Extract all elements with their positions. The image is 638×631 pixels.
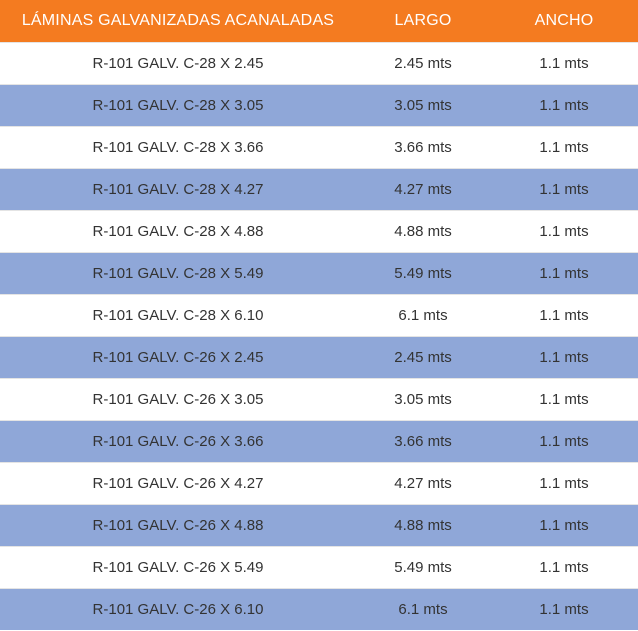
cell-largo: 4.88 mts xyxy=(356,209,490,252)
cell-product-name: R-101 GALV. C-26 X 6.10 xyxy=(0,587,356,630)
cell-product-name: R-101 GALV. C-28 X 4.88 xyxy=(0,209,356,252)
cell-product-name: R-101 GALV. C-26 X 2.45 xyxy=(0,335,356,378)
cell-product-name: R-101 GALV. C-26 X 4.27 xyxy=(0,461,356,504)
cell-largo: 5.49 mts xyxy=(356,251,490,294)
table-row: R-101 GALV. C-28 X 2.45 2.45 mts 1.1 mts xyxy=(0,41,638,84)
cell-product-name: R-101 GALV. C-26 X 3.66 xyxy=(0,419,356,462)
cell-ancho: 1.1 mts xyxy=(490,125,638,168)
table-row: R-101 GALV. C-26 X 2.45 2.45 mts 1.1 mts xyxy=(0,335,638,378)
cell-product-name: R-101 GALV. C-26 X 5.49 xyxy=(0,545,356,588)
cell-largo: 4.27 mts xyxy=(356,167,490,210)
cell-ancho: 1.1 mts xyxy=(490,587,638,630)
table-row: R-101 GALV. C-26 X 5.49 5.49 mts 1.1 mts xyxy=(0,545,638,588)
cell-ancho: 1.1 mts xyxy=(490,83,638,126)
cell-ancho: 1.1 mts xyxy=(490,503,638,546)
cell-ancho: 1.1 mts xyxy=(490,419,638,462)
table-row: R-101 GALV. C-26 X 3.66 3.66 mts 1.1 mts xyxy=(0,419,638,462)
cell-ancho: 1.1 mts xyxy=(490,251,638,294)
cell-product-name: R-101 GALV. C-26 X 3.05 xyxy=(0,377,356,420)
cell-product-name: R-101 GALV. C-26 X 4.88 xyxy=(0,503,356,546)
cell-ancho: 1.1 mts xyxy=(490,335,638,378)
cell-largo: 3.66 mts xyxy=(356,125,490,168)
table-row: R-101 GALV. C-28 X 3.66 3.66 mts 1.1 mts xyxy=(0,125,638,168)
cell-largo: 2.45 mts xyxy=(356,335,490,378)
cell-largo: 5.49 mts xyxy=(356,545,490,588)
table-row: R-101 GALV. C-26 X 4.88 4.88 mts 1.1 mts xyxy=(0,503,638,546)
header-product-name: LÁMINAS GALVANIZADAS ACANALADAS xyxy=(0,0,356,42)
cell-product-name: R-101 GALV. C-28 X 2.45 xyxy=(0,41,356,84)
table-row: R-101 GALV. C-28 X 4.27 4.27 mts 1.1 mts xyxy=(0,167,638,210)
header-row: LÁMINAS GALVANIZADAS ACANALADAS LARGO AN… xyxy=(0,0,638,42)
cell-ancho: 1.1 mts xyxy=(490,41,638,84)
cell-ancho: 1.1 mts xyxy=(490,377,638,420)
cell-largo: 4.27 mts xyxy=(356,461,490,504)
cell-largo: 3.66 mts xyxy=(356,419,490,462)
cell-product-name: R-101 GALV. C-28 X 5.49 xyxy=(0,251,356,294)
cell-ancho: 1.1 mts xyxy=(490,209,638,252)
table-row: R-101 GALV. C-28 X 3.05 3.05 mts 1.1 mts xyxy=(0,83,638,126)
table-header: LÁMINAS GALVANIZADAS ACANALADAS LARGO AN… xyxy=(0,0,638,42)
header-ancho: ANCHO xyxy=(490,0,638,42)
table-body: R-101 GALV. C-28 X 2.45 2.45 mts 1.1 mts R-… xyxy=(0,41,638,630)
cell-product-name: R-101 GALV. C-28 X 3.05 xyxy=(0,83,356,126)
cell-ancho: 1.1 mts xyxy=(490,545,638,588)
cell-largo: 6.1 mts xyxy=(356,293,490,336)
cell-product-name: R-101 GALV. C-28 X 3.66 xyxy=(0,125,356,168)
cell-largo: 3.05 mts xyxy=(356,83,490,126)
table-row: R-101 GALV. C-26 X 6.10 6.1 mts 1.1 mts xyxy=(0,587,638,630)
table-row: R-101 GALV. C-26 X 4.27 4.27 mts 1.1 mts xyxy=(0,461,638,504)
cell-largo: 2.45 mts xyxy=(356,41,490,84)
table-row: R-101 GALV. C-28 X 5.49 5.49 mts 1.1 mts xyxy=(0,251,638,294)
cell-ancho: 1.1 mts xyxy=(490,293,638,336)
cell-product-name: R-101 GALV. C-28 X 4.27 xyxy=(0,167,356,210)
cell-largo: 4.88 mts xyxy=(356,503,490,546)
table-row: R-101 GALV. C-28 X 6.10 6.1 mts 1.1 mts xyxy=(0,293,638,336)
cell-product-name: R-101 GALV. C-28 X 6.10 xyxy=(0,293,356,336)
table-row: R-101 GALV. C-26 X 3.05 3.05 mts 1.1 mts xyxy=(0,377,638,420)
cell-ancho: 1.1 mts xyxy=(490,167,638,210)
cell-ancho: 1.1 mts xyxy=(490,461,638,504)
table-row: R-101 GALV. C-28 X 4.88 4.88 mts 1.1 mts xyxy=(0,209,638,252)
cell-largo: 3.05 mts xyxy=(356,377,490,420)
cell-largo: 6.1 mts xyxy=(356,587,490,630)
header-largo: LARGO xyxy=(356,0,490,42)
